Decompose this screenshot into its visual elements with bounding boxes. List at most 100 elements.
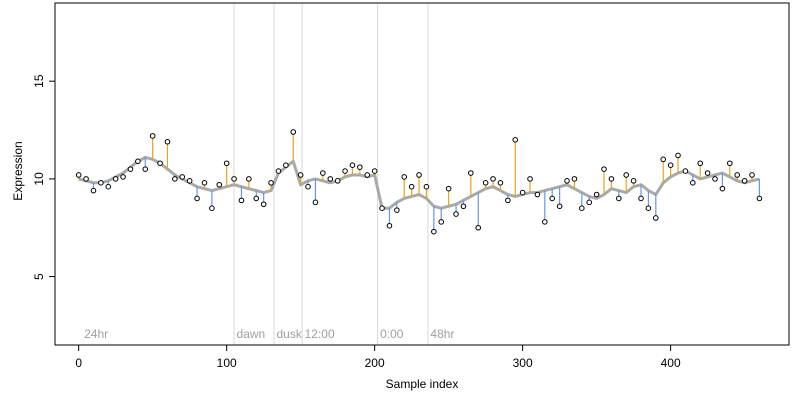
data-point-4 [105,183,112,190]
data-point-46 [416,172,422,178]
data-point-47 [423,183,430,190]
data-point-79 [660,156,667,163]
data-point-6 [120,174,126,180]
data-point-16 [194,195,200,202]
data-point-81 [675,152,681,159]
x-tick-label-3: 300 [513,356,533,370]
data-point-24 [253,195,260,202]
data-point-7 [127,166,134,172]
data-point-23 [246,176,252,182]
data-point-35 [334,178,341,184]
data-point-30 [297,172,304,178]
data-point-91 [749,172,755,178]
data-point-57 [497,179,504,186]
data-point-18 [209,205,215,211]
data-point-13 [172,176,178,182]
data-point-37 [349,162,356,169]
data-point-20 [223,160,230,167]
data-point-2 [90,187,97,194]
data-point-12 [164,138,171,145]
data-point-36 [342,168,348,174]
data-point-53 [468,170,474,176]
labels-layer: Sample index Expression 24hr dawn dusk 12:0… [11,141,458,391]
data-point-65 [556,203,563,210]
data-point-0 [75,172,82,178]
data-point-48 [431,228,437,235]
data-point-71 [601,166,607,172]
data-point-49 [438,219,445,225]
data-point-64 [549,195,556,202]
data-point-50 [445,185,452,192]
data-point-88 [727,160,733,167]
data-point-63 [542,219,548,225]
phase-annotation-3: 12:00 [305,327,335,341]
data-point-52 [460,203,467,210]
x-tick-label-0: 0 [75,356,82,370]
data-point-86 [712,176,718,182]
data-point-73 [616,195,622,202]
data-point-60 [519,189,526,196]
data-point-83 [690,179,696,186]
data-point-29 [290,129,297,135]
data-point-8 [135,158,141,165]
data-point-67 [571,176,578,182]
phase-annotation-0: 24hr [84,327,108,341]
data-point-66 [564,178,570,184]
data-point-87 [719,185,726,192]
data-point-40 [371,168,378,174]
x-tick-label-2: 200 [365,356,385,370]
data-point-11 [157,160,163,167]
y-axis-label: Expression [11,141,25,200]
data-point-59 [512,137,519,143]
data-point-27 [275,168,282,174]
data-point-3 [98,179,104,186]
data-point-76 [638,195,644,202]
data-point-58 [505,197,511,204]
data-point-1 [83,176,89,182]
x-tick-label-1: 100 [217,356,237,370]
axes-layer: 0 100 200 300 400 5 10 15 [32,2,790,370]
phase-annotation-5: 48hr [430,327,454,341]
data-point-17 [201,179,208,186]
data-point-85 [704,170,711,176]
data-point-25 [260,201,267,208]
data-point-44 [401,174,408,180]
data-point-34 [327,176,334,182]
data-point-74 [623,172,630,178]
phase-annotation-4: 0:00 [380,327,404,341]
y-tick-label-1: 10 [32,172,46,186]
data-point-92 [756,195,763,202]
data-point-55 [482,179,489,186]
data-point-15 [186,178,193,184]
data-point-32 [312,199,319,206]
data-point-42 [386,222,393,229]
data-point-80 [667,162,674,169]
data-point-33 [320,170,326,176]
data-point-69 [586,199,593,206]
data-point-62 [534,191,541,198]
data-point-28 [283,162,289,169]
data-point-77 [645,205,652,211]
data-point-90 [741,178,748,184]
data-point-19 [216,181,223,188]
data-point-72 [608,176,615,182]
plot-frame [54,2,790,346]
phase-annotation-1: dawn [237,327,266,341]
data-point-68 [579,205,585,211]
data-point-89 [734,172,741,178]
data-point-21 [231,176,237,182]
data-point-70 [593,191,600,198]
data-point-38 [357,164,363,170]
points-layer [75,129,763,235]
x-tick-label-4: 400 [661,356,681,370]
data-point-45 [408,183,415,190]
boundaries-layer [233,3,429,345]
data-point-39 [364,172,371,178]
data-point-26 [268,179,274,186]
data-point-10 [149,133,156,139]
data-point-54 [475,224,482,231]
data-point-84 [697,160,704,167]
y-tick-label-2: 15 [32,74,46,88]
